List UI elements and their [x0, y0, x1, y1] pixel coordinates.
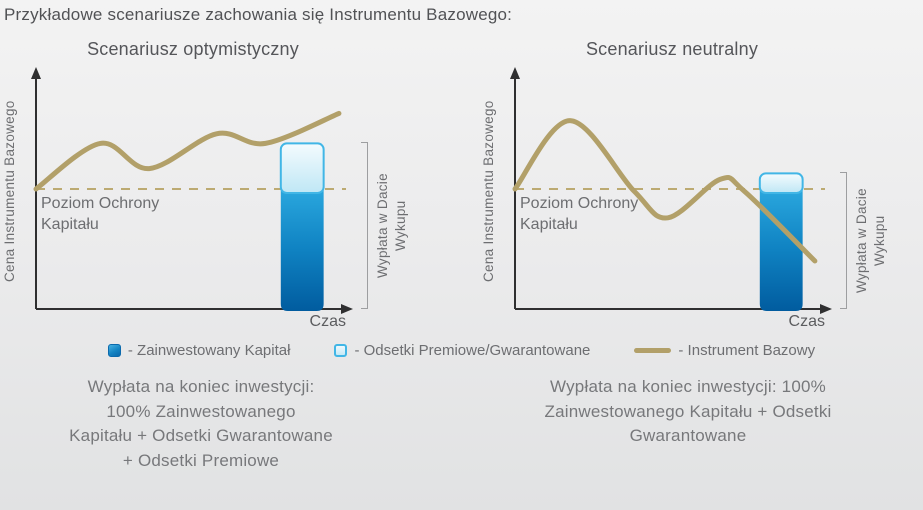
payout-bracket: [840, 172, 847, 309]
chart-body: Cena Instrumentu Bazowego Poziom Ochrony…: [2, 66, 430, 330]
payout-axis-label: Wypłata w Dacie Wykupu: [854, 188, 888, 293]
x-axis-label: Czas: [788, 313, 825, 330]
legend-label: - Odsetki Premiowe/Gwarantowane: [354, 342, 591, 359]
scenario-plot: [510, 67, 832, 314]
charts-row: Scenariusz optymistyczny Cena Instrument…: [0, 25, 923, 330]
invested-capital-swatch-icon: [107, 344, 121, 357]
protection-level-label: Poziom Ochrony Kapitału: [520, 195, 639, 233]
scenario-plot: [31, 67, 353, 314]
page-title: Przykładowe scenariusze zachowania się I…: [4, 5, 513, 24]
chart-legend: - Zainwestowany Kapitał - Odsetki Premio…: [0, 342, 923, 359]
payout-bracket: [361, 142, 368, 309]
x-axis-label: Czas: [309, 313, 346, 330]
premium-interest-swatch-icon: [334, 344, 348, 357]
chart-title: Scenariusz optymistyczny: [87, 39, 299, 59]
scenario-chart-optimistic: Scenariusz optymistyczny Cena Instrument…: [2, 39, 430, 330]
payout-summaries: Wypłata na koniec inwestycji: 100% Zainw…: [0, 359, 923, 474]
payout-axis: Wypłata w Dacie Wykupu: [358, 66, 430, 316]
summary-neutral: Wypłata na koniec inwestycji: 100% Zainw…: [544, 377, 832, 446]
legend-item-underlying: - Instrument Bazowy: [634, 342, 815, 359]
y-axis-label: Cena Instrumentu Bazowego: [481, 100, 496, 282]
summary-optimistic: Wypłata na koniec inwestycji: 100% Zainw…: [69, 377, 333, 470]
plot-area: Poziom Ochrony Kapitału Czas: [28, 66, 358, 330]
payout-axis-label: Wypłata w Dacie Wykupu: [375, 173, 409, 278]
legend-label: - Zainwestowany Kapitał: [127, 342, 291, 359]
chart-title: Scenariusz neutralny: [585, 39, 759, 59]
chart-body: Cena Instrumentu Bazowego Poziom Ochrony…: [481, 66, 909, 330]
scenario-chart-neutral: Scenariusz neutralny Cena Instrumentu Ba…: [481, 39, 909, 330]
y-axis-label: Cena Instrumentu Bazowego: [2, 100, 17, 282]
payout-axis: Wypłata w Dacie Wykupu: [837, 66, 909, 316]
legend-item-invested-capital: - Zainwestowany Kapitał: [107, 342, 291, 359]
underlying-line-icon: [634, 348, 672, 353]
legend-item-premium-interest: - Odsetki Premiowe/Gwarantowane: [334, 342, 590, 359]
legend-label: - Instrument Bazowy: [678, 342, 816, 359]
plot-area: Poziom Ochrony Kapitału Czas: [507, 66, 837, 330]
protection-level-label: Poziom Ochrony Kapitału: [41, 195, 160, 233]
